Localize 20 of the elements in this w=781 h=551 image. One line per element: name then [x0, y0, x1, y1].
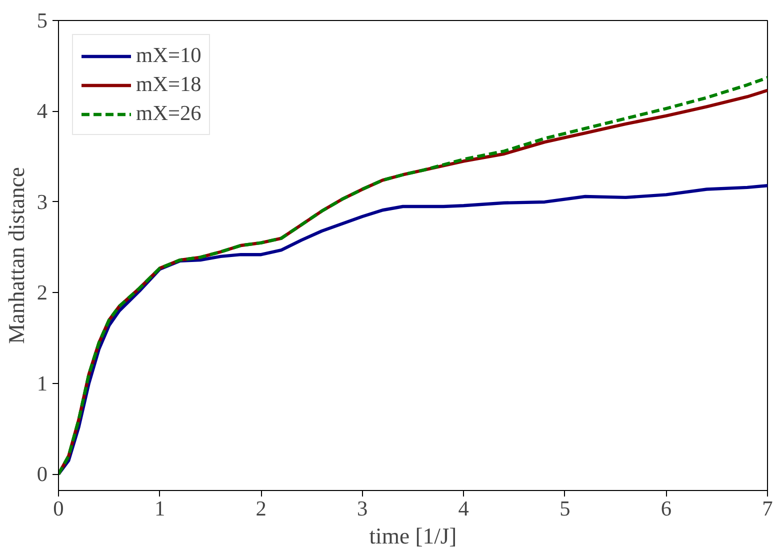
y-tick-label: 3: [36, 190, 48, 214]
legend-label: mX=10: [136, 43, 202, 68]
y-tick-label: 0: [36, 462, 48, 486]
line-series: [58, 184, 768, 476]
y-axis-title: Manhattan distance: [4, 167, 29, 344]
x-tick-label: 4: [458, 496, 470, 520]
y-tick-label: 1: [36, 371, 48, 396]
x-tick-label: 1: [154, 496, 166, 520]
x-tick-label: 7: [762, 496, 774, 520]
x-tick-label: 6: [660, 496, 672, 520]
y-tick-label: 4: [36, 99, 48, 124]
x-tick-label: 3: [357, 496, 368, 520]
x-axis-title: time [1/J]: [369, 524, 457, 548]
legend-label: mX=26: [136, 101, 202, 126]
x-tick-label: 2: [256, 496, 266, 520]
x-tick-label: 0: [53, 496, 64, 520]
y-tick-label: 2: [36, 280, 48, 305]
legend-label: mX=18: [136, 72, 202, 97]
y-tick-label: 5: [36, 8, 48, 32]
x-tick-label: 5: [560, 496, 570, 520]
